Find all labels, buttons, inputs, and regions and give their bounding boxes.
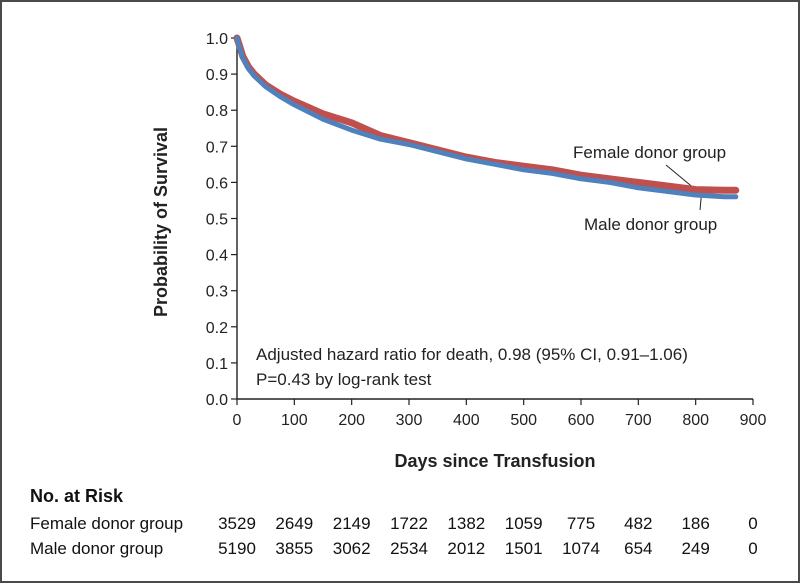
- y-tick-label: 0.6: [206, 175, 228, 192]
- risk-count: 1501: [504, 539, 543, 558]
- male-donor-point: [252, 74, 256, 78]
- risk-count: 775: [566, 514, 596, 533]
- hazard-ratio-annotation: Adjusted hazard ratio for death, 0.98 (9…: [256, 345, 688, 364]
- female-donor-point: [608, 177, 612, 181]
- female-donor-point: [694, 188, 698, 192]
- male-donor-point: [734, 195, 738, 199]
- x-tick-label: 100: [281, 412, 308, 429]
- risk-count: 2534: [390, 539, 428, 558]
- risk-row-label: Male donor group: [30, 539, 164, 558]
- y-tick-label: 0.5: [206, 212, 228, 229]
- x-tick-label: 600: [568, 412, 595, 429]
- y-tick-label: 0.8: [206, 103, 228, 120]
- risk-count: 1722: [390, 514, 428, 533]
- female-series-label: Female donor group: [573, 143, 726, 162]
- male-donor-point: [550, 171, 554, 175]
- y-tick-label: 0.0: [206, 392, 228, 409]
- risk-count: 3855: [275, 539, 314, 558]
- male-donor-point: [350, 128, 354, 132]
- male-donor-point: [235, 36, 239, 40]
- male-donor-point: [321, 117, 325, 121]
- male-donor-point: [241, 56, 245, 60]
- male-donor-point: [407, 143, 411, 146]
- risk-count: 1074: [562, 539, 600, 558]
- risk-count: 186: [681, 514, 710, 533]
- male-donor-point: [292, 103, 296, 107]
- risk-count: 5190: [218, 539, 256, 558]
- risk-table-title: No. at Risk: [30, 486, 124, 506]
- male-donor-point: [579, 177, 583, 181]
- male-donor-point: [464, 157, 468, 161]
- male-donor-point: [694, 193, 698, 197]
- risk-count: 1382: [447, 514, 486, 533]
- risk-count: 654: [624, 539, 653, 558]
- axes: 0 100 200 300 400 500 600 700 800 900 0.0 0.1 0.2 0.3…: [206, 31, 767, 429]
- female-donor-point: [378, 134, 382, 137]
- male-donor-point: [665, 190, 669, 193]
- female-donor-point: [579, 173, 583, 177]
- male-series-label: Male donor group: [584, 215, 717, 234]
- female-donor-point: [522, 164, 526, 168]
- x-tick-label: 900: [740, 412, 767, 429]
- female-donor-point: [734, 188, 738, 192]
- risk-count: 0: [748, 539, 758, 558]
- male-donor-point: [436, 150, 440, 154]
- male-donor-point: [493, 162, 497, 166]
- male-donor-point: [278, 95, 282, 98]
- x-tick-label: 800: [682, 412, 709, 429]
- male-donor-survival-line: [234, 35, 739, 200]
- risk-count: 3529: [218, 514, 256, 533]
- risk-count: 249: [681, 539, 710, 558]
- risk-count: 2149: [332, 514, 371, 533]
- y-axis-label: Probability of Survival: [151, 127, 171, 317]
- female-donor-point: [665, 184, 669, 188]
- y-tick-label: 0.9: [206, 67, 228, 84]
- y-tick-label: 0.1: [206, 356, 228, 373]
- risk-count: 0: [748, 514, 758, 533]
- y-tick-label: 0.3: [206, 284, 228, 301]
- male-donor-point: [238, 47, 242, 51]
- male-donor-point: [636, 186, 640, 190]
- male-donor-point: [522, 168, 526, 172]
- male-donor-point: [608, 181, 612, 184]
- pvalue-annotation: P=0.43 by log-rank test: [256, 370, 432, 389]
- female-donor-point: [550, 168, 554, 172]
- y-tick-label: 0.7: [206, 139, 228, 156]
- female-donor-point: [321, 112, 325, 116]
- female-donor-point: [636, 181, 640, 184]
- y-tick-label: 0.4: [206, 248, 228, 265]
- y-tick-label: 0.2: [206, 320, 228, 337]
- risk-count: 2012: [447, 539, 486, 558]
- y-tick-label: 1.0: [206, 31, 228, 48]
- female-donor-point: [722, 188, 726, 192]
- male-donor-point: [247, 67, 250, 71]
- x-tick-label: 0: [233, 412, 242, 429]
- risk-count: 3062: [332, 539, 371, 558]
- x-tick-label: 500: [510, 412, 537, 429]
- x-tick-label: 200: [338, 412, 365, 429]
- risk-row-label: Female donor group: [30, 514, 184, 533]
- x-tick-label: 300: [396, 412, 423, 429]
- male-donor-point: [722, 195, 726, 199]
- male-donor-point: [378, 137, 382, 141]
- x-tick-label: 700: [625, 412, 652, 429]
- x-axis-label: Days since Transfusion: [394, 451, 595, 471]
- risk-count: 482: [624, 514, 653, 533]
- risk-count: 1059: [504, 514, 543, 533]
- male-donor-point: [264, 85, 268, 89]
- female-donor-point: [350, 121, 354, 125]
- x-tick-label: 400: [453, 412, 480, 429]
- series-lines: [233, 34, 740, 200]
- risk-count: 2649: [275, 514, 314, 533]
